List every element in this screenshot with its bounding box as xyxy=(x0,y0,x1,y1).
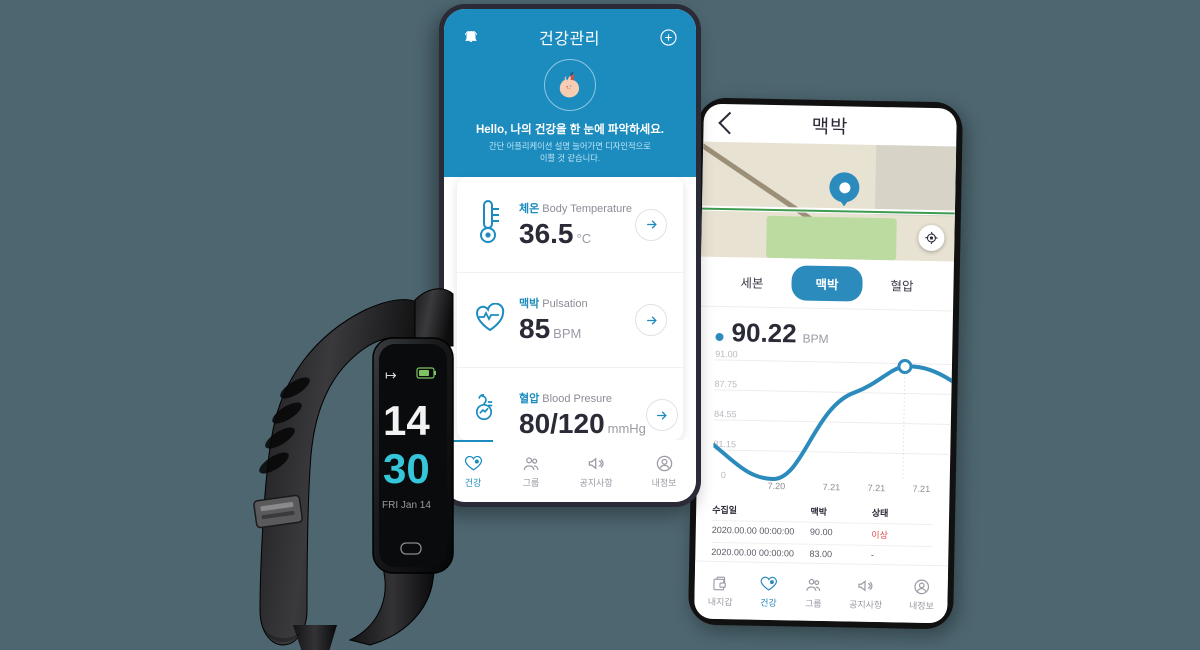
svg-text:7.20: 7.20 xyxy=(768,481,786,491)
svg-text:7.21: 7.21 xyxy=(823,482,841,492)
svg-text:87.75: 87.75 xyxy=(714,379,737,389)
svg-text:FRI Jan 14: FRI Jan 14 xyxy=(382,500,431,511)
svg-text:↦: ↦ xyxy=(385,367,397,383)
svg-text:7.21: 7.21 xyxy=(913,484,931,494)
svg-text:91.00: 91.00 xyxy=(715,350,738,359)
svg-text:14: 14 xyxy=(383,397,430,444)
svg-text:84.55: 84.55 xyxy=(714,409,737,419)
svg-text:7.21: 7.21 xyxy=(868,483,886,493)
svg-text:30: 30 xyxy=(383,445,430,492)
svg-text:0: 0 xyxy=(721,470,726,480)
